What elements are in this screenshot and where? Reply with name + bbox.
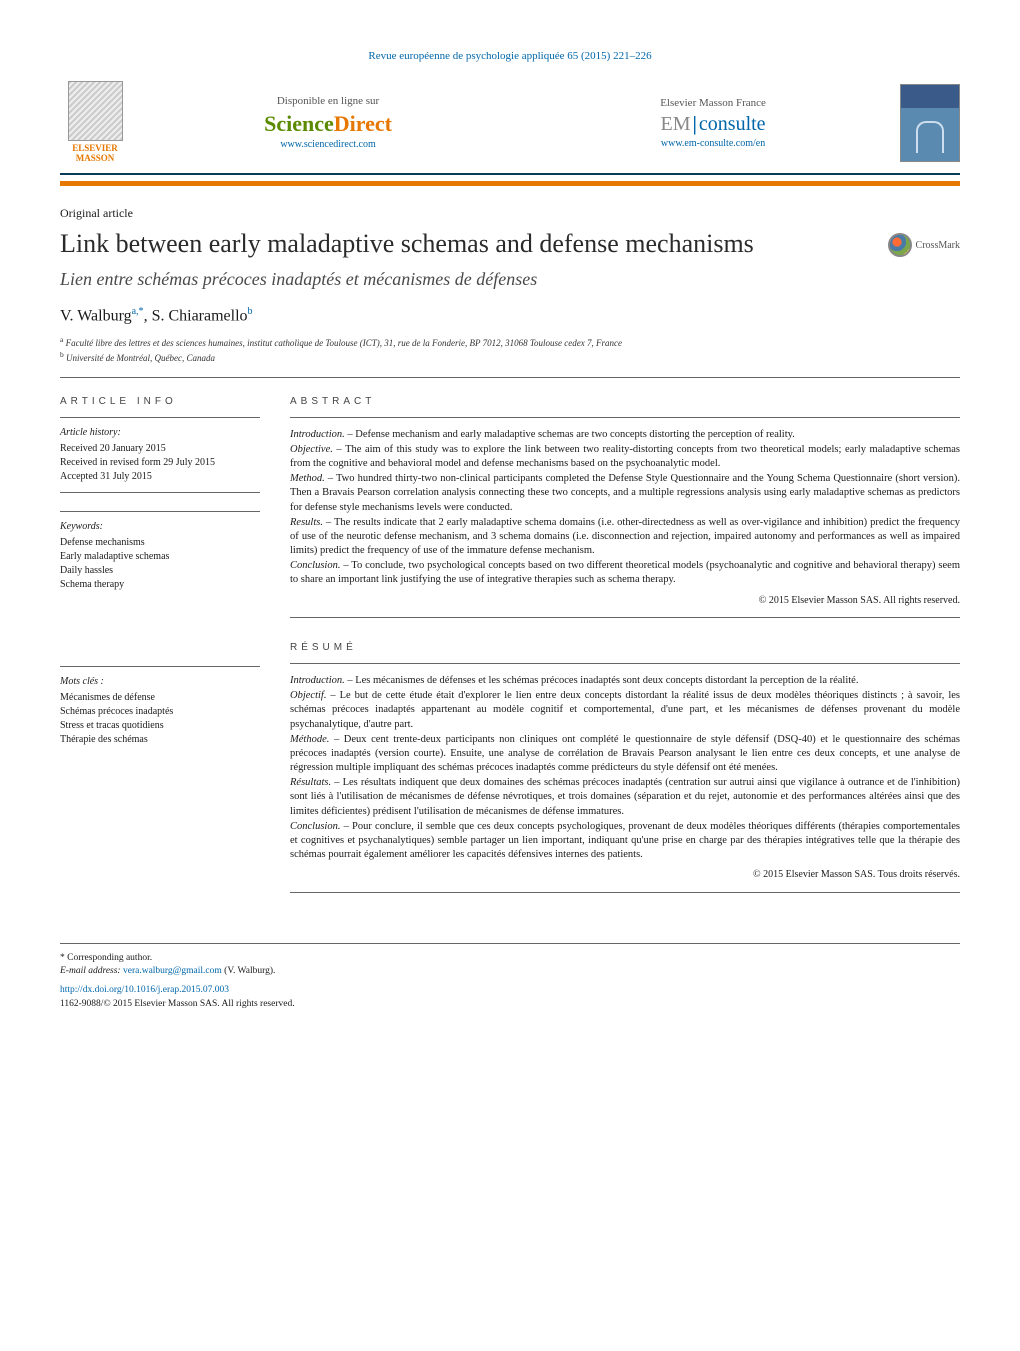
- author-2[interactable]: , S. Chiaramello: [144, 307, 248, 324]
- em-caption: Elsevier Masson France: [660, 97, 766, 109]
- motcle: Schémas précoces inadaptés: [60, 705, 260, 719]
- keyword: Schema therapy: [60, 578, 260, 592]
- article-info-heading: ARTICLE INFO: [60, 396, 260, 407]
- publisher-logo[interactable]: ELSEVIER MASSON: [60, 80, 130, 165]
- publisher-logo-text: ELSEVIER MASSON: [60, 144, 130, 164]
- email-attribution: (V. Walburg).: [222, 966, 276, 976]
- sd-url[interactable]: www.sciencedirect.com: [264, 139, 392, 150]
- sciencedirect-logo: ScienceDirect: [264, 111, 392, 137]
- keywords-block: Keywords: Defense mechanisms Early malad…: [60, 511, 260, 592]
- affiliation-b: Université de Montréal, Québec, Canada: [66, 353, 215, 363]
- history-label: Article history:: [60, 426, 260, 440]
- email-link[interactable]: vera.walburg@gmail.com: [123, 966, 222, 976]
- abstract-heading: ABSTRACT: [290, 396, 960, 407]
- article-type: Original article: [60, 206, 960, 221]
- sciencedirect-block[interactable]: Disponible en ligne sur ScienceDirect ww…: [264, 95, 392, 150]
- motscles-label: Mots clés :: [60, 675, 260, 689]
- doi-link[interactable]: http://dx.doi.org/10.1016/j.erap.2015.07…: [60, 985, 229, 995]
- divider-rule: [60, 181, 960, 186]
- em-url[interactable]: www.em-consulte.com/en: [660, 138, 766, 149]
- author-1[interactable]: V. Walburg: [60, 307, 132, 324]
- crossmark-icon: [888, 233, 912, 257]
- article-title-fr: Lien entre schémas précoces inadaptés et…: [60, 269, 960, 290]
- sd-caption: Disponible en ligne sur: [264, 95, 392, 107]
- motcle: Stress et tracas quotidiens: [60, 719, 260, 733]
- article-title-en: Link between early maladaptive schemas a…: [60, 229, 868, 259]
- accepted-date: Accepted 31 July 2015: [60, 470, 260, 484]
- article-history: Article history: Received 20 January 201…: [60, 417, 260, 493]
- journal-cover-icon[interactable]: [900, 84, 960, 162]
- motscles-block: Mots clés : Mécanismes de défense Schéma…: [60, 666, 260, 747]
- corresponding-author: * Corresponding author.: [60, 952, 960, 965]
- journal-reference: Revue européenne de psychologie appliqué…: [60, 50, 960, 62]
- emconsulte-logo: EM|consulte: [660, 113, 766, 136]
- affiliation-a: Faculté libre des lettres et des science…: [66, 338, 622, 348]
- keyword: Daily hassles: [60, 564, 260, 578]
- crossmark-badge[interactable]: CrossMark: [888, 233, 960, 257]
- authors: V. Walburga,*, S. Chiaramellob: [60, 306, 960, 325]
- abstract-copyright: © 2015 Elsevier Masson SAS. All rights r…: [290, 594, 960, 608]
- crossmark-label: CrossMark: [916, 240, 960, 251]
- keyword: Early maladaptive schemas: [60, 550, 260, 564]
- email-label: E-mail address:: [60, 966, 121, 976]
- footer: * Corresponding author. E-mail address: …: [60, 943, 960, 1011]
- header-banner: ELSEVIER MASSON Disponible en ligne sur …: [60, 80, 960, 175]
- issn-copyright: 1162-9088/© 2015 Elsevier Masson SAS. Al…: [60, 998, 960, 1011]
- affiliations: a Faculté libre des lettres et des scien…: [60, 335, 960, 377]
- emconsulte-block[interactable]: Elsevier Masson France EM|consulte www.e…: [660, 97, 766, 149]
- abstract-body: Introduction. – Defense mechanism and ea…: [290, 417, 960, 618]
- resume-heading: RÉSUMÉ: [290, 642, 960, 653]
- elsevier-tree-icon: [68, 81, 123, 141]
- keywords-label: Keywords:: [60, 520, 260, 534]
- motcle: Mécanismes de défense: [60, 691, 260, 705]
- motcle: Thérapie des schémas: [60, 733, 260, 747]
- received-date: Received 20 January 2015: [60, 442, 260, 456]
- resume-copyright: © 2015 Elsevier Masson SAS. Tous droits …: [290, 868, 960, 882]
- revised-date: Received in revised form 29 July 2015: [60, 456, 260, 470]
- keyword: Defense mechanisms: [60, 536, 260, 550]
- resume-body: Introduction. – Les mécanismes de défens…: [290, 663, 960, 893]
